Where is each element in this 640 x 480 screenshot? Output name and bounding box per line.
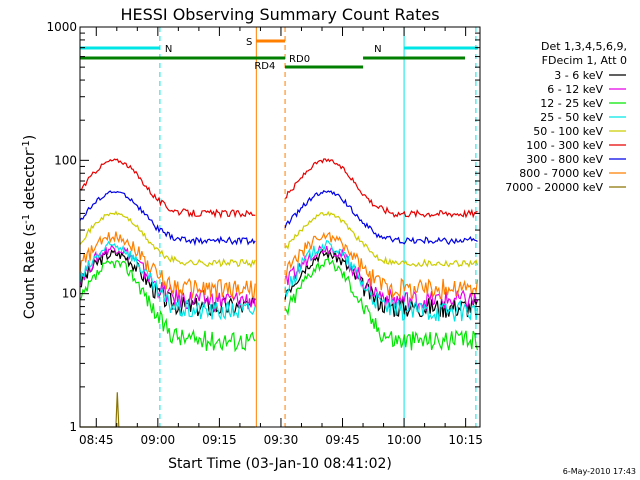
y-tick-label: 100 <box>54 153 77 167</box>
x-tick-label: 09:30 <box>264 433 299 447</box>
legend-label: 3 - 6 keV <box>554 69 603 82</box>
flag-label-s: S <box>246 37 252 48</box>
legend-label: 7000 - 20000 keV <box>505 181 603 194</box>
series-line <box>79 190 256 247</box>
legend-label: 300 - 800 keV <box>526 153 603 166</box>
legend-header: FDecim 1, Att 0 <box>542 54 627 67</box>
y-axis-label-sup2: -1 <box>21 140 32 150</box>
x-tick-label: 10:15 <box>448 433 483 447</box>
y-tick-label: 1000 <box>46 20 77 34</box>
y-tick-label: 10 <box>62 287 77 301</box>
flag-label-rd0: RD0 <box>289 54 310 65</box>
x-tick-label: 10:00 <box>387 433 422 447</box>
flag-label-rd4: RD4 <box>254 61 275 72</box>
series-line <box>284 189 478 246</box>
legend-label: 800 - 7000 keV <box>519 167 603 180</box>
plot-data-layer: N N S RD0 RD4 <box>79 27 479 428</box>
chart-title: HESSI Observing Summary Count Rates <box>120 5 439 24</box>
series-line <box>79 240 256 321</box>
y-axis-label-sup1: -1 <box>21 214 32 224</box>
series-line <box>79 244 256 313</box>
x-tick-label: 09:45 <box>325 433 360 447</box>
legend-header: Det 1,3,4,5,6,9, <box>541 40 627 53</box>
series-line <box>79 210 256 269</box>
footer-date: 6-May-2010 17:43 <box>563 467 636 476</box>
series-line <box>284 210 479 268</box>
legend-label: 6 - 12 keV <box>547 83 603 96</box>
series-line <box>284 245 478 311</box>
y-axis-label-main: Count Rate (s <box>22 224 38 319</box>
legend-label: 25 - 50 keV <box>540 111 603 124</box>
y-axis: 1 10 100 1000 <box>46 20 480 434</box>
x-tick-label: 09:15 <box>202 433 237 447</box>
series-line <box>284 240 479 322</box>
series-line <box>80 392 256 428</box>
series-line <box>284 231 479 301</box>
flag-label-n: N <box>374 44 381 55</box>
series-line <box>79 231 256 300</box>
series-line <box>79 158 256 219</box>
y-axis-label-end: ) <box>22 135 38 140</box>
y-axis-label-mid: detector <box>22 150 38 214</box>
series-line <box>79 259 256 353</box>
y-axis-label: Count Rate (s-1 detector-1) <box>21 135 38 319</box>
x-tick-label: 08:45 <box>79 433 114 447</box>
series-line <box>284 257 479 352</box>
legend: Det 1,3,4,5,6,9,FDecim 1, Att 0 3 - 6 keV… <box>505 40 627 194</box>
y-tick-label: 1 <box>69 420 77 434</box>
series-line <box>284 158 478 219</box>
legend-label: 12 - 25 keV <box>540 97 603 110</box>
x-axis-label: Start Time (03-Jan-10 08:41:02) <box>168 456 392 472</box>
plot-frame <box>79 26 481 428</box>
x-tick-label: 09:00 <box>141 433 176 447</box>
x-axis: 08:45 09:00 09:15 09:30 09:45 10:00 10:15 <box>79 27 483 447</box>
legend-label: 50 - 100 keV <box>533 125 603 138</box>
flag-label-n: N <box>165 44 172 55</box>
legend-label: 100 - 300 keV <box>526 139 603 152</box>
